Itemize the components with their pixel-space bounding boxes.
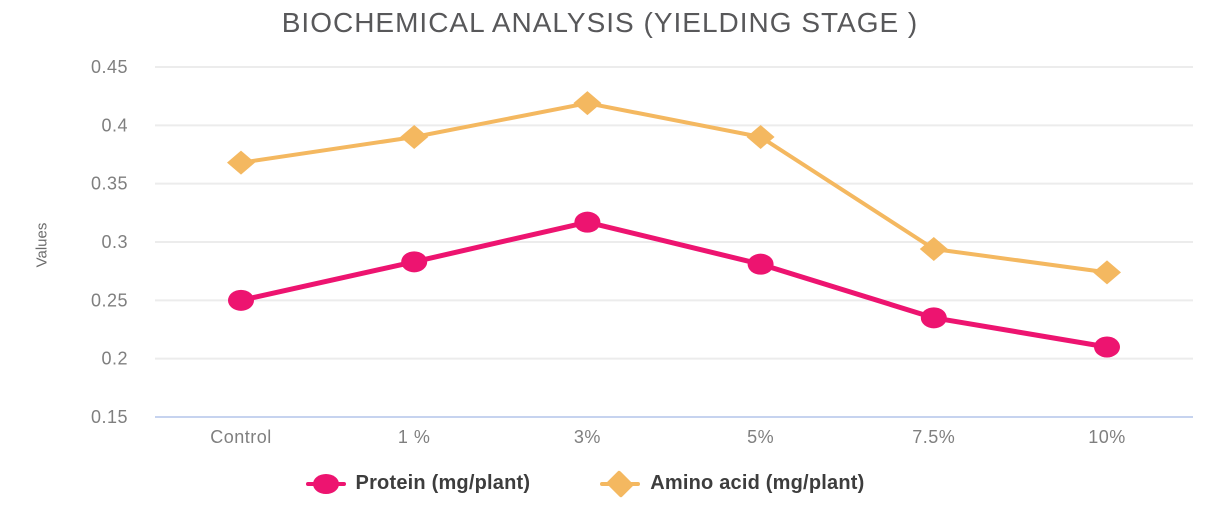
data-point-protein-1[interactable] [401,251,428,273]
x-tick-label: 3% [574,427,601,447]
legend-label-amino-acid: Amino acid (mg/plant) [650,472,865,494]
data-point-protein-0[interactable] [228,289,254,311]
y-tick-label: 0.15 [91,407,128,427]
protein-legend-marker-icon [305,473,346,495]
y-tick-label: 0.35 [91,174,128,194]
y-tick-label: 0.25 [91,290,128,310]
series-line-protein [238,219,1110,350]
chart-title: BIOCHEMICAL ANALYSIS (YIELDING STAGE ) [281,7,919,38]
data-point-protein-3[interactable] [747,253,774,275]
x-tick-label: 10% [1088,427,1126,447]
legend-item-amino-acid[interactable]: Amino acid (mg/plant) [600,469,865,498]
series-line-amino-acid [239,101,1109,275]
x-tick-label: 7.5% [912,427,955,447]
data-point-amino-acid-0[interactable] [227,150,255,175]
diamond-marker-icon [606,469,635,498]
data-point-amino-acid-5[interactable] [1093,260,1121,285]
y-tick-label: 0.3 [101,232,128,252]
x-tick-label: 5% [747,427,774,447]
x-tick-label: 1 % [398,427,431,447]
data-point-amino-acid-3[interactable] [746,125,775,149]
y-tick-label: 0.4 [101,115,128,135]
legend-item-protein[interactable]: Protein (mg/plant) [305,472,531,495]
y-tick-label: 0.45 [91,57,128,77]
data-point-amino-acid-2[interactable] [573,91,602,116]
data-point-protein-2[interactable] [574,211,601,233]
data-point-amino-acid-1[interactable] [400,125,429,149]
y-tick-label: 0.2 [101,349,128,369]
legend-label-protein: Protein (mg/plant) [355,472,531,494]
amino-acid-legend-marker-icon [600,469,641,498]
legend: Protein (mg/plant) Amino acid (mg/plant) [0,469,1170,498]
x-tick-label: Control [210,427,272,447]
data-point-amino-acid-4[interactable] [919,237,948,261]
data-point-protein-5[interactable] [1094,336,1120,358]
data-point-protein-4[interactable] [920,307,947,329]
circle-marker-icon [312,473,339,494]
